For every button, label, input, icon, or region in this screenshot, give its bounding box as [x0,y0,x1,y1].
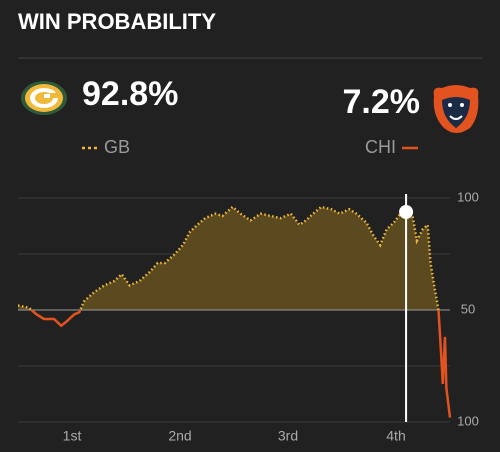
legend-label: GB [104,137,130,157]
y-tick-label: 100 [457,413,479,428]
x-tick-label: 3rd [278,428,298,444]
gb-probability: 92.8% [82,75,178,113]
title: WIN PROBABILITY [18,9,216,34]
x-tick-label: 4th [386,428,405,444]
y-tick-label: 100 [457,189,479,204]
scrubber-handle [399,205,414,219]
legend: GB CHI [82,137,418,157]
x-tick-label: 2nd [168,428,191,444]
gb-logo [21,81,67,115]
plot: 100 50 100 1st 2nd 3rd 4th [18,189,479,444]
gb-area [18,206,450,310]
gb-line [18,205,440,310]
legend-label: CHI [365,137,396,157]
x-tick-label: 1st [63,428,82,444]
y-tick-label: 50 [461,301,475,316]
chi-logo [433,85,479,133]
chi-probability: 7.2% [343,83,421,121]
